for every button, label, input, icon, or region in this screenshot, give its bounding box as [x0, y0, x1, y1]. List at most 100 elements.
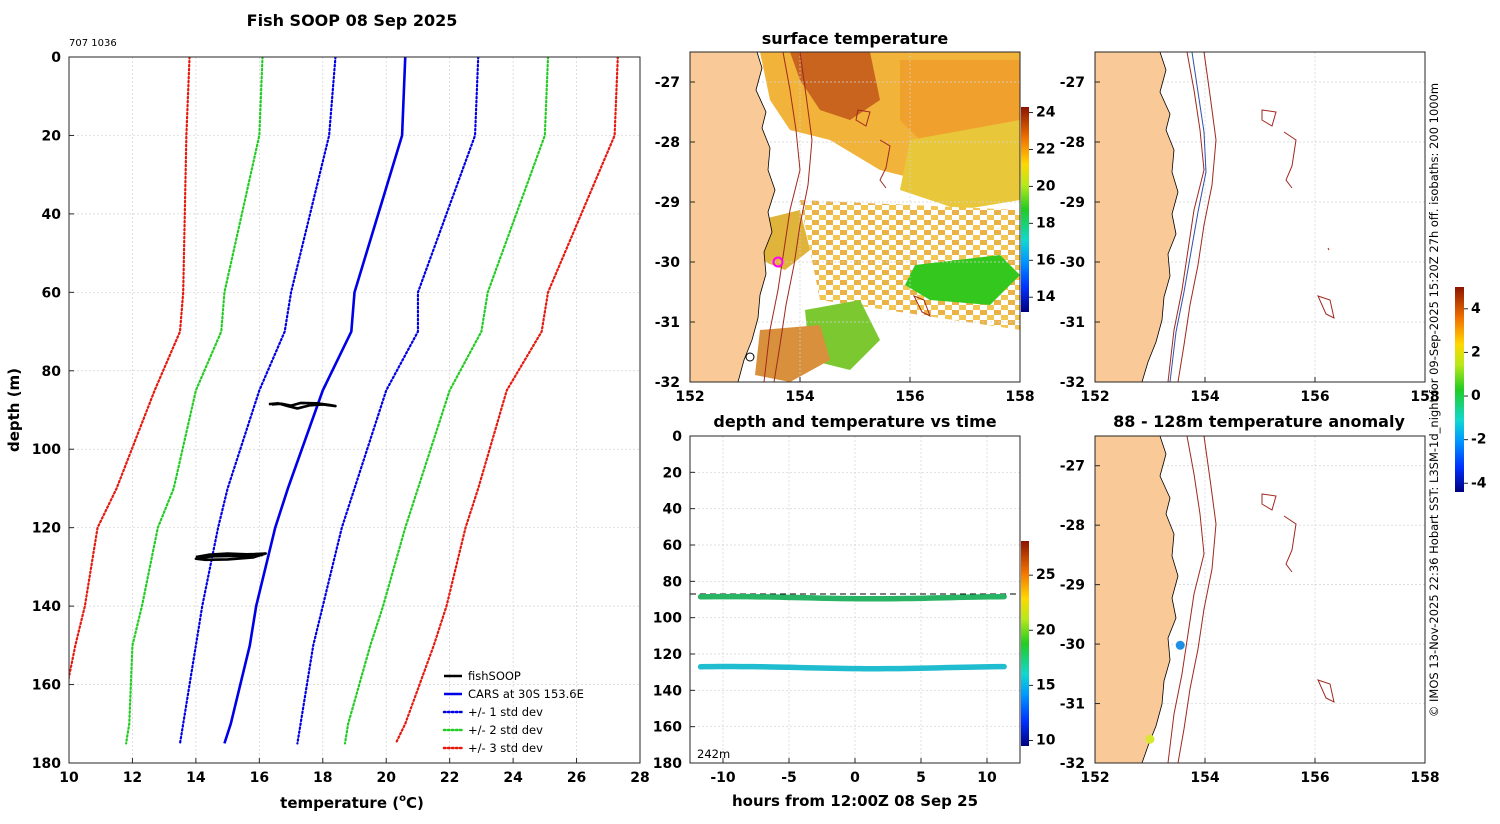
sst-site-marker: [745, 352, 755, 362]
anomaly-grid: [1095, 436, 1425, 763]
profile-line-std3: [394, 57, 619, 745]
colorbar-tick-label: 20: [1036, 178, 1056, 194]
anomaly-colorbar-ticks: -4 -2 0 2 4: [1464, 301, 1487, 491]
colorbar-tick-label: 24: [1036, 105, 1056, 121]
anomaly-ticks: 152 154 156 158 -27 -28 -29 -30 -31 -32: [1060, 459, 1440, 786]
colorbar-tick-label: 4: [1471, 301, 1481, 317]
anomaly-seamount-2: [1283, 515, 1297, 573]
y-tick-label: 60: [42, 285, 62, 301]
time-series-band-1: [697, 593, 1007, 602]
y-tick-label: -29: [1060, 195, 1085, 211]
y-tick-label: -28: [1060, 135, 1085, 151]
x-tick-label: 158: [1410, 389, 1439, 405]
profile-line-cars: [223, 57, 407, 744]
sst-ticks: 152 154 156 158 -27 -28 -29 -30 -31 -32: [655, 75, 1035, 405]
x-tick-label: 156: [895, 389, 924, 405]
sst-field-hot-core: [790, 52, 880, 120]
anomaly-isobaths: [1167, 436, 1335, 763]
y-tick-label: 140: [653, 683, 682, 699]
time-series-colorbar: [1021, 541, 1029, 746]
track-grid: [1095, 52, 1425, 382]
track-seamount-2: [1283, 131, 1297, 189]
x-tick-label: 18: [313, 770, 332, 786]
sst-seamount-2: [879, 139, 891, 189]
x-tick-label: 12: [123, 770, 142, 786]
x-tick-label: 158: [1005, 389, 1034, 405]
x-tick-label: 16: [250, 770, 269, 786]
sst-field-green-patch: [905, 255, 1020, 305]
legend-label: fishSOOP: [468, 669, 521, 683]
sst-land: [690, 52, 776, 382]
colorbar-tick-label: 22: [1036, 141, 1055, 157]
track-isobath-1000: [1177, 52, 1217, 382]
y-tick-label: -28: [655, 135, 680, 151]
profile-line-std2: [124, 57, 264, 745]
track-seamount-3: [1317, 295, 1335, 319]
anomaly-axes-box: [1094, 435, 1426, 764]
profile-corner-label: 707 1036: [69, 38, 117, 49]
profile-xlabel-sup: o: [399, 793, 406, 804]
time-series-band-2: [697, 663, 1007, 672]
fishsoop-trace: [268, 401, 337, 410]
x-tick-label: 158: [1410, 770, 1439, 786]
anomaly-isobath-1000: [1177, 436, 1217, 763]
colorbar-tick-label: 10: [1036, 732, 1056, 748]
x-tick-label: 154: [1190, 770, 1219, 786]
profile-ticks: 10 12 14 16 18 20 22 24 26 28 0 20 40 60 80 100 120 140 16…: [32, 50, 650, 786]
y-tick-label: 180: [32, 756, 61, 772]
x-tick-label: 10: [977, 770, 997, 786]
profile-xlabel-post: C): [406, 794, 424, 812]
y-tick-label: -27: [655, 75, 680, 91]
sst-isobath-200: [763, 52, 801, 382]
x-tick-label: 20: [376, 770, 396, 786]
x-tick-label: 26: [567, 770, 586, 786]
y-tick-label: 0: [51, 50, 61, 66]
y-tick-label: -31: [1060, 697, 1085, 713]
profile-line-std1: [178, 57, 337, 745]
anomaly-seamount-1: [1261, 493, 1277, 511]
y-tick-label: 100: [653, 611, 682, 627]
profile-chart-title: Fish SOOP 08 Sep 2025: [247, 11, 458, 30]
y-tick-label: -30: [1060, 637, 1086, 653]
profile-xlabel-pre: temperature (: [280, 794, 399, 812]
y-tick-label: 40: [663, 502, 683, 518]
y-tick-label: -28: [1060, 518, 1085, 534]
sst-field-yellow-band: [900, 120, 1020, 210]
y-tick-label: 140: [32, 599, 61, 615]
y-tick-label: 80: [663, 574, 683, 590]
legend-label: +/- 1 std dev: [468, 705, 543, 719]
y-tick-label: 120: [32, 521, 61, 537]
time-series-bands: [690, 593, 1020, 672]
anomaly-points: [1145, 640, 1185, 744]
anomaly-isobath-200: [1167, 436, 1205, 763]
vessel-track-line: [1169, 52, 1207, 382]
track-ticks: 152 154 156 158 -27 -28 -29 -30 -31 -32: [1060, 75, 1440, 405]
profile-xlabel: temperature (oC): [280, 793, 424, 812]
profile-line-std3: [69, 57, 191, 683]
y-tick-label: 80: [42, 364, 62, 380]
colorbar-tick-label: -4: [1471, 475, 1487, 491]
sst-seamount-1: [855, 109, 871, 127]
track-map: 152 154 156 158 -27 -28 -29 -30 -31 -32: [1060, 51, 1440, 405]
time-series-title: depth and temperature vs time: [713, 412, 996, 431]
profile-axes-box: [68, 56, 641, 764]
x-tick-label: 152: [1080, 389, 1109, 405]
profile-legend: fishSOOP CARS at 30S 153.6E +/- 1 std dev +…: [442, 669, 584, 755]
anomaly-map-title: 88 - 128m temperature anomaly: [1113, 412, 1405, 431]
y-tick-label: -32: [655, 375, 680, 391]
sst-colorbar-ticks: 14 16 18 20 22 24: [1029, 105, 1056, 305]
colorbar-tick-label: 14: [1036, 289, 1056, 305]
y-tick-label: -31: [1060, 315, 1085, 331]
y-tick-label: -29: [655, 195, 680, 211]
colorbar-tick-label: 0: [1471, 388, 1481, 404]
profile-series-group: [69, 57, 619, 745]
x-tick-label: 5: [916, 770, 926, 786]
y-tick-label: 0: [672, 429, 682, 445]
profile-line-std1: [296, 57, 480, 745]
colorbar-tick-label: 2: [1471, 344, 1481, 360]
profile-grid: [68, 56, 641, 764]
bottom-depth-label: 242m: [697, 747, 730, 761]
x-tick-label: -5: [781, 770, 797, 786]
colorbar-tick-label: 25: [1036, 567, 1055, 583]
anomaly-colorbar: [1455, 287, 1464, 492]
